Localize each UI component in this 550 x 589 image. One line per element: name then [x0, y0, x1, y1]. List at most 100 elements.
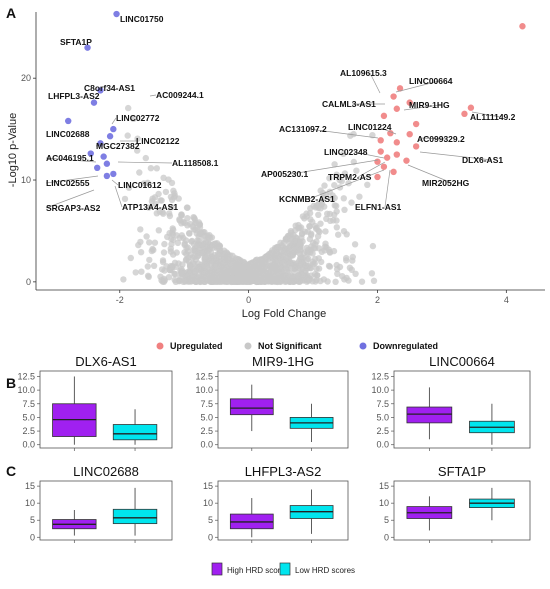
ns-point: [303, 244, 310, 252]
ns-point: [196, 230, 203, 237]
ns-point: [364, 181, 371, 188]
y-tick-label: 10: [203, 498, 213, 508]
ns-point: [151, 239, 159, 246]
ns-point: [300, 272, 308, 280]
ns-point: [180, 278, 187, 285]
gene-label-down: AL118508.1: [172, 158, 219, 168]
ns-point: [130, 115, 137, 123]
ns-point: [315, 211, 322, 218]
legend-marker: [156, 342, 164, 350]
gene-label-down: AC009244.1: [156, 90, 204, 100]
ns-point: [368, 270, 376, 277]
ns-point: [181, 219, 188, 227]
up-point: [374, 173, 381, 181]
y-tick-label: 5: [208, 515, 213, 525]
gene-label-up: TRPM2-AS: [328, 172, 372, 182]
ns-point: [309, 278, 316, 285]
ns-point: [121, 195, 129, 203]
ns-point: [150, 246, 157, 254]
ns-point: [237, 277, 244, 284]
ns-point: [186, 230, 193, 237]
legend-swatch-high: [211, 562, 223, 576]
ns-point: [192, 268, 199, 275]
facet-title: LINC02688: [73, 464, 139, 479]
ns-point: [332, 278, 339, 285]
down-point: [65, 117, 72, 125]
ns-point: [269, 266, 276, 273]
up-point: [380, 112, 388, 120]
ns-point: [168, 204, 175, 211]
legend-marker: [359, 342, 367, 350]
down-point: [110, 125, 117, 133]
ns-point: [160, 275, 168, 283]
panel-b-letter: B: [6, 375, 16, 391]
leader-line: [353, 151, 385, 159]
ns-point: [343, 231, 350, 238]
ns-point: [150, 262, 158, 269]
y-tick-label: 2.5: [22, 426, 35, 436]
down-point: [110, 170, 117, 178]
ns-point: [321, 182, 328, 189]
ns-point: [170, 236, 177, 244]
leader-line: [377, 126, 397, 135]
facet-title: MIR9-1HG: [252, 354, 314, 369]
y-tick-label: 5.0: [22, 412, 35, 422]
ns-point: [178, 212, 185, 219]
ns-point: [325, 246, 333, 253]
facet-LHFPL3-AS2: LHFPL3-AS2 0 5 10 15: [203, 464, 349, 543]
ns-point: [263, 261, 271, 268]
ns-point: [125, 184, 133, 191]
ns-point: [174, 239, 182, 247]
ns-point: [345, 277, 352, 284]
ns-point: [143, 233, 150, 240]
ns-point: [146, 256, 153, 264]
ns-point: [184, 248, 192, 255]
ns-point: [282, 235, 290, 243]
low-hrd-box: [112, 508, 158, 525]
gene-label-up: AP005230.1: [261, 169, 309, 179]
facet-frame: [393, 480, 531, 541]
ns-point: [283, 254, 291, 262]
ns-point: [161, 240, 168, 248]
ns-point: [276, 278, 283, 285]
gene-label-up: AC099329.2: [417, 134, 465, 144]
ns-point: [146, 239, 153, 246]
ns-point: [127, 254, 134, 262]
ns-point: [287, 236, 294, 243]
ns-point: [169, 231, 177, 238]
ns-point: [207, 278, 215, 285]
ns-point: [339, 273, 346, 280]
x-tick-label: -2: [116, 295, 124, 305]
y-axis-title: -Log10 p-Value: [7, 113, 19, 187]
facet-frame: [39, 480, 173, 541]
ns-point: [241, 269, 249, 276]
leader-line: [395, 80, 440, 93]
leader-line: [308, 128, 379, 139]
y-tick-label: 10: [21, 175, 31, 185]
up-point: [383, 154, 391, 161]
y-tick-label: 0: [208, 532, 213, 542]
gene-label-up: ELFN1-AS1: [355, 202, 402, 212]
facet-DLX6-AS1: DLX6-AS1 0.0 2.5 5.0 7.5 10.0 12.5: [17, 354, 173, 451]
gene-label-down: LINC02555: [46, 178, 90, 188]
ns-point: [176, 217, 183, 224]
y-tick-label: 0: [30, 532, 35, 542]
ns-point: [334, 270, 341, 277]
ns-point: [178, 232, 185, 239]
ns-point: [142, 154, 149, 162]
leader-line: [95, 143, 105, 147]
ns-point: [343, 254, 350, 262]
ns-point: [165, 176, 172, 183]
gene-label-up: LINC00664: [409, 76, 453, 86]
gene-label-down: SFTA1P: [60, 37, 92, 47]
ns-point: [317, 220, 324, 227]
ns-point: [326, 175, 333, 182]
ns-point: [170, 251, 177, 258]
ns-point: [333, 171, 340, 178]
y-tick-label: 10.0: [371, 385, 389, 395]
ns-point: [213, 278, 220, 285]
ns-point: [152, 200, 159, 208]
ns-point: [314, 272, 321, 279]
volcano-axes: -2 0 2 4 0 10 20: [21, 12, 545, 305]
facet-title: DLX6-AS1: [75, 354, 136, 369]
